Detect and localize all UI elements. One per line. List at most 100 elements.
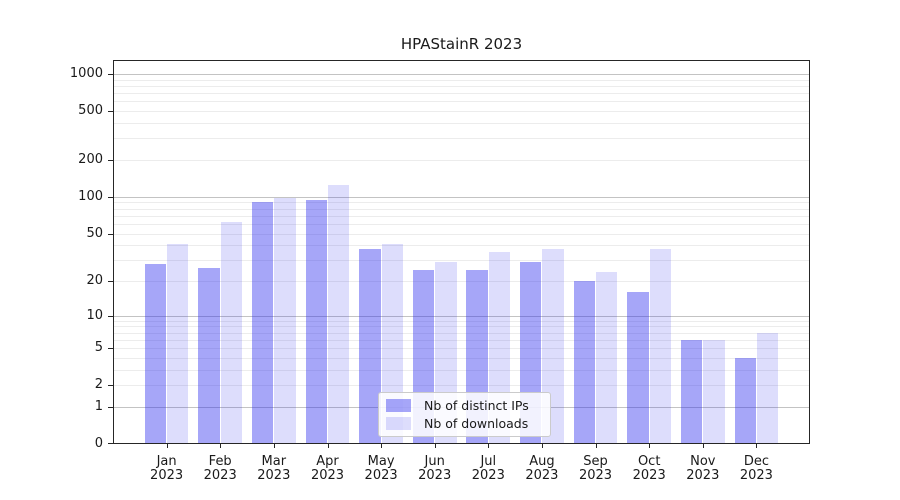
bar-ips-Feb (198, 267, 220, 444)
y-tick-label: 50 (86, 225, 103, 241)
bar-ips-Oct (627, 292, 649, 444)
gridline-minor (113, 93, 810, 95)
y-tick-label: 10 (86, 307, 103, 323)
x-tick-label: Oct 2023 (632, 454, 666, 483)
x-tick-label: Dec 2023 (739, 454, 773, 483)
x-tick (649, 444, 651, 448)
x-tick-label: Jun 2023 (418, 454, 452, 483)
gridline-minor (113, 215, 810, 217)
bar-downloads-Oct (649, 249, 672, 444)
gridline-minor (113, 332, 810, 334)
x-tick-label: Jul 2023 (471, 454, 505, 483)
y-tick (108, 443, 113, 444)
legend: Nb of distinct IPs Nb of downloads (378, 392, 551, 437)
y-tick-label: 200 (78, 152, 103, 167)
gridline-minor (113, 260, 810, 262)
bar-downloads-Mar (274, 197, 296, 444)
bar-ips-Apr (305, 199, 327, 444)
bar-ips-Nov (680, 339, 703, 444)
gridline-minor (113, 79, 810, 81)
legend-swatch-ips (386, 399, 411, 412)
gridline-minor (113, 223, 810, 225)
y-tick (108, 111, 113, 113)
bar-ips-May (359, 249, 381, 444)
legend-swatch-downloads (386, 417, 411, 430)
gridline-minor (113, 138, 810, 140)
y-tick-label: 20 (86, 273, 103, 288)
gridline-minor (113, 233, 810, 235)
x-tick (595, 444, 597, 448)
gridline-minor (113, 385, 810, 387)
y-tick (108, 348, 113, 350)
y-tick-label: 1000 (69, 66, 103, 81)
gridline-major (113, 315, 810, 317)
x-tick (756, 444, 758, 448)
x-tick (434, 444, 436, 448)
chart-title: HPAStainR 2023 (400, 35, 523, 53)
gridline-minor (113, 208, 810, 210)
bar-downloads-Feb (220, 222, 243, 444)
y-tick-label: 500 (78, 103, 103, 119)
gridline-minor (113, 160, 810, 161)
x-tick-label: Sep 2023 (578, 454, 613, 483)
y-tick (108, 406, 113, 408)
y-tick-label: 100 (78, 188, 103, 204)
y-tick (108, 160, 113, 161)
y-tick-label: 2 (94, 377, 103, 393)
y-tick-label: 1 (94, 398, 103, 414)
gridline-minor (113, 245, 810, 247)
gridline-minor (113, 281, 810, 282)
x-tick (327, 444, 329, 448)
y-tick (108, 196, 113, 198)
bar-ips-Sep (573, 281, 595, 444)
y-tick (108, 74, 113, 75)
bar-downloads-Nov (703, 339, 725, 444)
x-tick (702, 444, 704, 448)
bar-ips-Dec (734, 357, 756, 444)
legend-label-downloads: Nb of downloads (424, 416, 529, 431)
x-tick-label: Aug 2023 (525, 454, 559, 483)
gridline-minor (113, 111, 810, 113)
legend-item-downloads: Nb of downloads (379, 416, 550, 431)
y-tick (108, 233, 113, 235)
x-tick (488, 444, 490, 448)
x-tick-label: Feb 2023 (203, 454, 237, 483)
y-tick-label: 5 (94, 340, 103, 356)
x-tick (220, 444, 222, 448)
y-tick (108, 281, 113, 282)
x-tick-label: May 2023 (364, 454, 398, 483)
bar-downloads-Dec (756, 332, 779, 444)
legend-item-ips: Nb of distinct IPs (379, 398, 550, 413)
bar-downloads-Jan (167, 243, 189, 444)
legend-label-ips: Nb of distinct IPs (424, 398, 529, 413)
x-tick-label: Jan 2023 (150, 454, 184, 483)
gridline-minor (113, 326, 810, 328)
gridline-minor (113, 320, 810, 322)
gridline-minor (113, 86, 810, 87)
bar-ips-Jan (144, 263, 167, 444)
y-tick (108, 315, 113, 317)
x-tick (381, 444, 383, 448)
gridline-minor (113, 101, 810, 103)
gridline-minor (113, 369, 810, 371)
y-tick (108, 385, 113, 387)
bar-downloads-Apr (328, 185, 350, 444)
x-tick-label: Nov 2023 (686, 454, 720, 483)
bar-downloads-Sep (596, 271, 618, 444)
gridline-minor (113, 357, 810, 359)
gridline-major (113, 74, 810, 75)
plot-area: Nb of distinct IPs Nb of downloads 0 1 2 5 1… (70, 60, 810, 483)
x-tick-label: Mar 2023 (257, 454, 291, 483)
gridline-major (113, 196, 810, 198)
x-tick (166, 444, 168, 448)
x-tick-label: Apr 2023 (310, 454, 345, 483)
x-tick (273, 444, 275, 448)
gridline-minor (113, 348, 810, 350)
gridline-minor (113, 339, 810, 341)
gridline-minor (113, 123, 810, 124)
x-tick (541, 444, 543, 448)
y-tick-label: 0 (94, 436, 103, 451)
bar-ips-Mar (251, 202, 274, 444)
gridline-minor (113, 202, 810, 204)
